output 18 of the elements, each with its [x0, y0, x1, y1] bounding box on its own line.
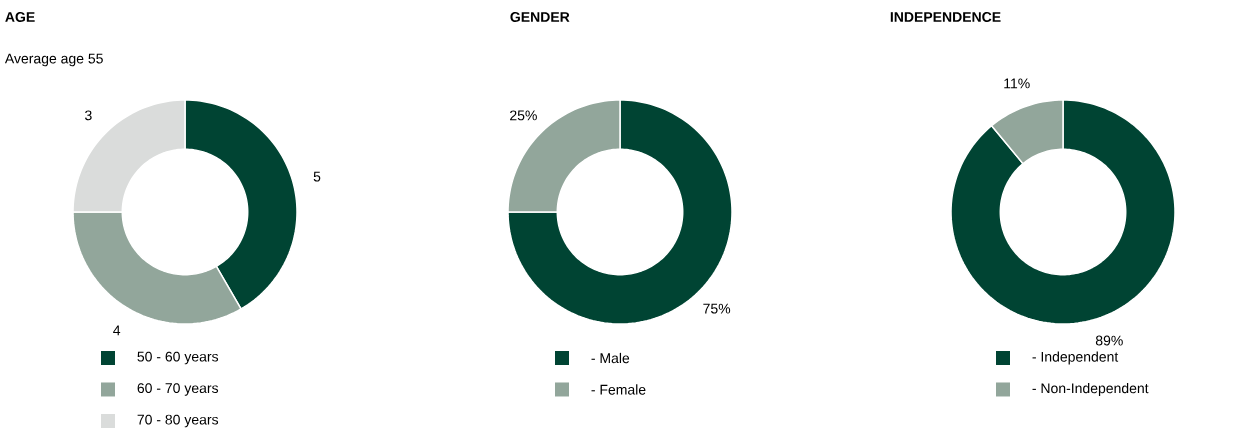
legend-label: 70 - 80 years [137, 414, 219, 428]
data-label: 89% [1095, 335, 1123, 346]
legend-label: 60 - 70 years [137, 383, 219, 396]
data-label: 5 [313, 171, 321, 182]
chart-subtitle: Average age 55 [4, 53, 103, 67]
chart-title: GENDER [510, 12, 570, 22]
data-label: 11% [1004, 78, 1030, 89]
chart-title: AGE [5, 12, 35, 22]
legend-label: - Independent [1032, 351, 1119, 365]
data-label: 4 [113, 325, 121, 336]
legend-label: - Non-Independent [1032, 382, 1149, 397]
legend-label: 50 - 60 years [137, 351, 219, 365]
legend-label: - Male [591, 352, 630, 364]
data-label: 25% [510, 110, 537, 121]
legend-label: - Female [591, 384, 646, 395]
data-label: 75% [703, 303, 731, 314]
data-label: 3 [85, 110, 92, 121]
chart-title: INDEPENDENCE [890, 12, 1001, 22]
